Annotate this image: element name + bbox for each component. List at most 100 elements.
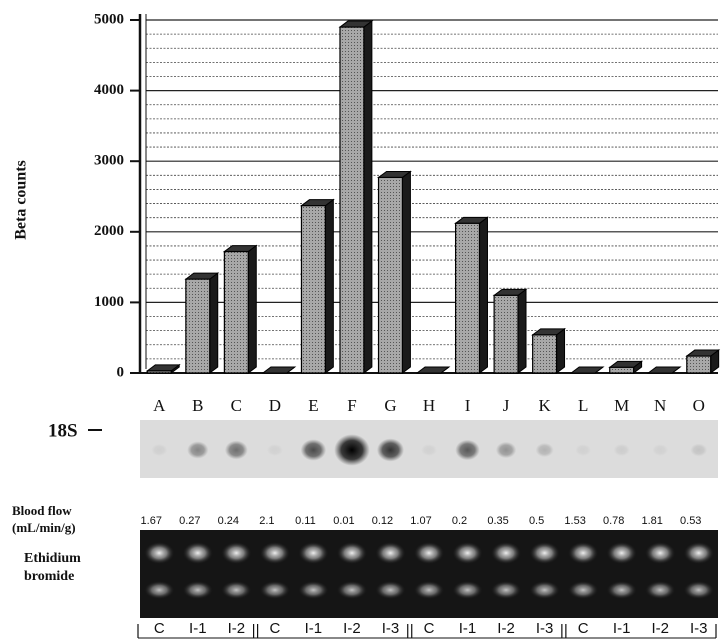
- blood-flow-value: 0.12: [372, 515, 393, 527]
- lane-label: I-2: [228, 620, 246, 637]
- rrna-band: [645, 581, 676, 599]
- blood-flow-value: 0.2: [452, 515, 467, 527]
- lane-label: I-3: [382, 620, 400, 637]
- rrna-band: [529, 581, 560, 599]
- x-tick-label: E: [308, 396, 318, 415]
- bar-front: [185, 278, 211, 374]
- blood-flow-value: 1.81: [641, 515, 662, 527]
- rrna-band: [414, 581, 444, 599]
- bar-side: [324, 198, 334, 374]
- bar-top: [646, 366, 682, 374]
- bar-front: [454, 222, 481, 374]
- bar: [454, 216, 489, 374]
- blot-band: [376, 438, 405, 462]
- band-label: 18S: [48, 420, 78, 441]
- bar: [415, 366, 451, 374]
- blood-flow-value: 1.67: [141, 515, 162, 527]
- blood-flow-value: 0.01: [333, 515, 354, 527]
- y-tick-label: 3000: [94, 153, 124, 169]
- y-tick-label: 5000: [94, 11, 124, 27]
- bar: [646, 366, 682, 374]
- rrna-band: [491, 542, 522, 564]
- rrna-band: [414, 542, 444, 564]
- x-tick-label: M: [614, 396, 629, 415]
- rrna-band: [336, 581, 367, 599]
- bar: [608, 360, 644, 374]
- bar-top: [261, 366, 297, 374]
- blood-flow-value: 0.5: [529, 515, 544, 527]
- bar-top: [415, 366, 451, 374]
- rrna-band: [568, 581, 599, 599]
- rrna-band: [529, 542, 560, 564]
- bar-front: [223, 250, 249, 374]
- bar: [338, 20, 374, 374]
- lane-label: I-2: [651, 620, 669, 637]
- rrna-band: [144, 581, 175, 599]
- y-axis-label: Beta counts: [13, 160, 30, 240]
- blood-flow-value: 1.07: [410, 515, 431, 527]
- bar-top: [569, 366, 605, 374]
- rrna-band: [452, 542, 483, 564]
- rrna-band: [375, 542, 406, 564]
- x-tick-label: C: [231, 396, 242, 415]
- x-tick-label: J: [503, 396, 510, 415]
- x-tick-label: K: [538, 396, 551, 415]
- bar: [531, 327, 567, 374]
- blood-flow-value: 1.53: [564, 515, 585, 527]
- blot-band: [300, 439, 327, 461]
- x-tick-label: L: [578, 396, 588, 415]
- bar-front: [146, 370, 172, 374]
- blood-flow-value: 0.27: [179, 515, 200, 527]
- lane-label: C: [424, 620, 435, 637]
- rrna-band: [491, 581, 522, 599]
- lane-label: I-1: [613, 620, 631, 637]
- rrna-band: [259, 542, 290, 564]
- bar: [261, 366, 297, 374]
- bar-front: [339, 26, 365, 374]
- blood-flow-value: 0.11: [295, 515, 316, 527]
- bar: [377, 170, 412, 374]
- lane-label: I-2: [497, 620, 515, 637]
- bar-side: [478, 216, 488, 374]
- stain-label: bromide: [24, 569, 74, 584]
- bar: [222, 244, 258, 375]
- x-tick-label: I: [465, 396, 471, 415]
- bar: [569, 366, 605, 374]
- rrna-band: [336, 542, 367, 564]
- blot-band: [266, 444, 283, 456]
- bar-side: [209, 272, 219, 374]
- y-tick-label: 0: [117, 364, 125, 380]
- x-tick-label: N: [654, 396, 666, 415]
- x-tick-label: G: [384, 396, 396, 415]
- blood-flow-value: 0.35: [487, 515, 508, 527]
- blood-flow-label: (mL/min/g): [12, 520, 76, 535]
- x-tick-label: B: [192, 396, 203, 415]
- lane-label: I-1: [189, 620, 207, 637]
- x-tick-label: F: [347, 396, 356, 415]
- x-tick-label: A: [153, 396, 166, 415]
- blot-band: [575, 444, 592, 456]
- blot-band: [690, 443, 708, 457]
- rrna-band: [452, 581, 483, 599]
- blot-band: [151, 443, 168, 457]
- blot-band: [613, 443, 630, 457]
- bar-side: [556, 327, 566, 374]
- rrna-band: [683, 581, 714, 599]
- y-tick-label: 2000: [94, 223, 124, 239]
- x-tick-label: O: [693, 396, 705, 415]
- blot-band: [535, 442, 554, 458]
- rrna-band: [606, 581, 637, 599]
- bar-side: [363, 20, 373, 374]
- rrna-band: [645, 542, 676, 564]
- lane-label: C: [154, 620, 165, 637]
- rrna-band: [182, 581, 213, 599]
- bar-side: [517, 288, 527, 374]
- rrna-band: [606, 542, 637, 564]
- rrna-band: [683, 542, 714, 564]
- lane-label: I-1: [459, 620, 477, 637]
- bar-side: [247, 244, 257, 375]
- blot-band: [224, 440, 248, 460]
- bar: [145, 363, 181, 374]
- rrna-band: [375, 581, 406, 599]
